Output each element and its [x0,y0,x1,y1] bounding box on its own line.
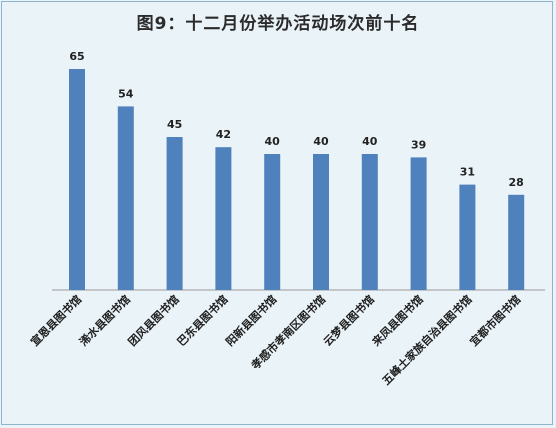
category-label: 云梦县图书馆 [320,292,377,349]
bar-2 [117,106,134,291]
category-label: 宣恩县图书馆 [28,292,85,349]
bar-value-label: 40 [362,135,378,148]
bar-10 [508,194,525,290]
bar-value-label: 54 [118,87,134,100]
bar-3 [166,137,183,290]
bar-4 [215,147,232,290]
bar-value-label: 40 [313,135,329,148]
category-label: 巴东县图书馆 [174,292,231,349]
bar-value-label: 45 [167,118,182,131]
bar-7 [361,154,378,290]
bar-value-label: 40 [265,135,281,148]
bar-5 [264,154,281,290]
chart-title: 图9：十二月份举办活动场次前十名 [136,14,420,34]
bar-9 [459,184,476,290]
bar-8 [410,157,427,290]
category-label: 浠水县图书馆 [76,292,133,349]
category-label: 五峰土家族自治县图书馆 [379,292,474,387]
bar-value-label: 31 [460,166,475,179]
bar-value-label: 42 [216,128,231,141]
bar-6 [313,154,329,290]
bar-1 [69,69,85,290]
bar-value-label: 28 [509,176,524,189]
category-label: 团风县图书馆 [125,292,182,349]
bar-value-label: 65 [69,50,84,63]
bar-value-label: 39 [411,138,426,151]
category-label: 宜都市图书馆 [467,292,524,349]
